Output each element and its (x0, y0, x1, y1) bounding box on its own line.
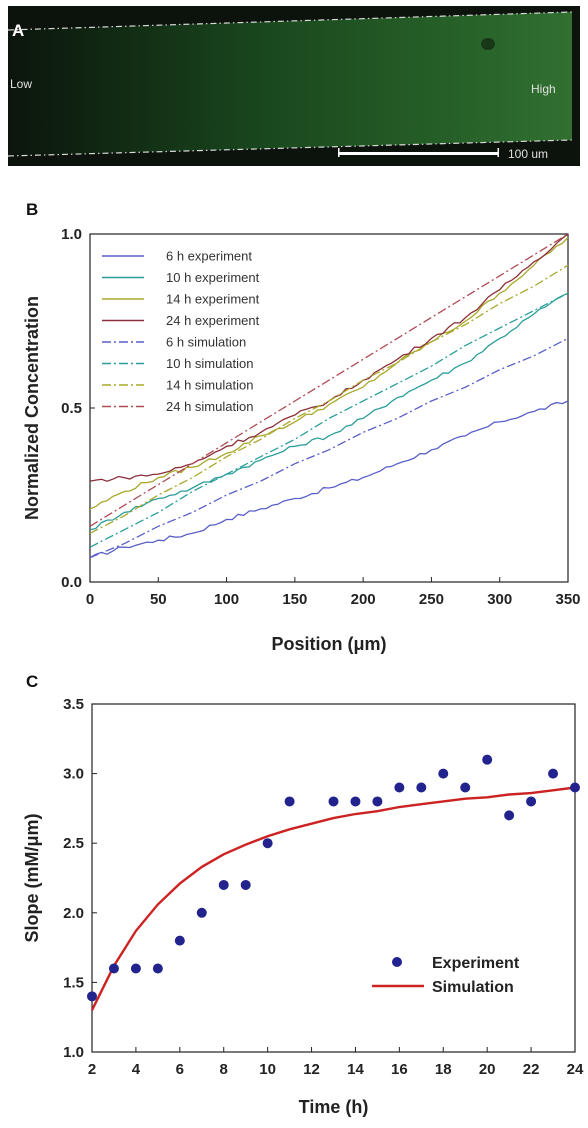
channel-gradient (8, 12, 572, 156)
experiment-point (284, 796, 295, 807)
experiment-point (108, 963, 119, 974)
experiment-point (350, 796, 361, 807)
x-tick-label: 300 (487, 591, 512, 608)
y-tick-label: 1.0 (63, 1044, 84, 1061)
series-line-10-h-experiment (89, 292, 569, 531)
experiment-point (196, 907, 207, 918)
y-axis-title: Normalized Concentration (22, 296, 42, 520)
chart-c: 2 4 6 8 10 12 14 16 18 20 22 241.01.52.02.53.03.5Ti… (22, 696, 584, 1117)
panel-a: A Low High 100 um (7, 6, 580, 166)
legend-label: 6 h experiment (166, 249, 252, 264)
experiment-point (526, 796, 537, 807)
experiment-point (262, 838, 273, 849)
legend-label: 10 h simulation (166, 356, 253, 371)
panel-a-label: A (12, 21, 24, 40)
x-tick-label: 20 (479, 1061, 496, 1078)
debris-spot (481, 38, 495, 50)
scale-bar-tick-left (338, 148, 340, 157)
series-line-24-h-experiment (89, 233, 569, 482)
x-tick-label: 18 (435, 1061, 452, 1078)
x-tick-label: 10 (259, 1061, 276, 1078)
scale-bar-label: 100 um (508, 147, 548, 161)
legend-label: 10 h experiment (166, 270, 260, 285)
experiment-point (438, 768, 449, 779)
experiment-point (218, 879, 229, 890)
x-tick-label: 12 (303, 1061, 320, 1078)
series-line-6-h-simulation (89, 337, 569, 559)
y-axis-title: Slope (mM/μm) (22, 813, 42, 942)
x-axis-title: Time (h) (299, 1097, 369, 1117)
x-tick-label: 100 (214, 591, 239, 608)
x-tick-label: 16 (391, 1061, 408, 1078)
x-tick-label: 250 (419, 591, 444, 608)
legend-label: 6 h simulation (166, 335, 246, 350)
experiment-point (570, 782, 580, 793)
simulation-curve (90, 786, 576, 1011)
x-tick-label: 8 (220, 1061, 228, 1078)
series-line-10-h-simulation (89, 292, 569, 548)
x-axis-title: Position (μm) (271, 634, 386, 654)
y-tick-label: 1.5 (63, 974, 84, 991)
y-tick-label: 0.0 (61, 574, 82, 591)
legend-marker-experiment (392, 957, 402, 967)
series-line-6-h-experiment (89, 400, 569, 559)
experiment-point (372, 796, 383, 807)
experiment-point (328, 796, 339, 807)
x-tick-label: 0 (86, 591, 94, 608)
x-tick-label: 14 (347, 1061, 364, 1078)
experiment-point (460, 782, 471, 793)
plot-frame (89, 233, 569, 583)
panel-c-label: C (26, 672, 38, 691)
legend-label: 14 h experiment (166, 292, 260, 307)
legend-label: 24 h simulation (166, 399, 253, 414)
x-tick-label: 4 (132, 1061, 141, 1078)
x-tick-label: 50 (150, 591, 167, 608)
experiment-point (240, 879, 251, 890)
experiment-point (152, 963, 163, 974)
panel-b-label: B (26, 200, 38, 219)
high-concentration-label: High (531, 82, 556, 96)
experiment-point (416, 782, 427, 793)
chart-b: 0 50 100 150 200 250 300 350 0.0 0.5 1.0 Position (… (22, 226, 581, 654)
experiment-point (174, 935, 185, 946)
low-concentration-label: Low (10, 77, 32, 91)
experiment-point (504, 810, 515, 821)
experiment-point (482, 754, 493, 765)
y-tick-label: 0.5 (61, 400, 82, 417)
experiment-point (130, 963, 141, 974)
legend-label: Experiment (432, 955, 520, 972)
scale-bar (338, 152, 499, 155)
legend-label: Simulation (432, 979, 514, 996)
experiment-point (548, 768, 559, 779)
series-line-14-h-experiment (89, 237, 569, 510)
y-tick-label: 3.0 (63, 766, 84, 783)
plot-frame (91, 703, 576, 1053)
x-tick-label: 350 (555, 591, 580, 608)
y-tick-label: 2.0 (63, 905, 84, 922)
legend-label: 14 h simulation (166, 378, 253, 393)
series-line-24-h-simulation (89, 233, 569, 527)
series-line-14-h-simulation (89, 264, 569, 534)
scale-bar-tick-right (497, 148, 499, 157)
x-tick-label: 24 (567, 1061, 584, 1078)
y-tick-label: 2.5 (63, 835, 84, 852)
experiment-point (87, 991, 97, 1002)
y-tick-label: 3.5 (63, 696, 84, 713)
experiment-point (394, 782, 405, 793)
x-tick-label: 200 (351, 591, 376, 608)
x-tick-label: 6 (176, 1061, 184, 1078)
x-tick-label: 150 (282, 591, 307, 608)
legend-label: 24 h experiment (166, 313, 260, 328)
y-tick-label: 1.0 (61, 226, 82, 243)
x-tick-label: 2 (88, 1061, 96, 1078)
x-tick-label: 22 (523, 1061, 540, 1078)
